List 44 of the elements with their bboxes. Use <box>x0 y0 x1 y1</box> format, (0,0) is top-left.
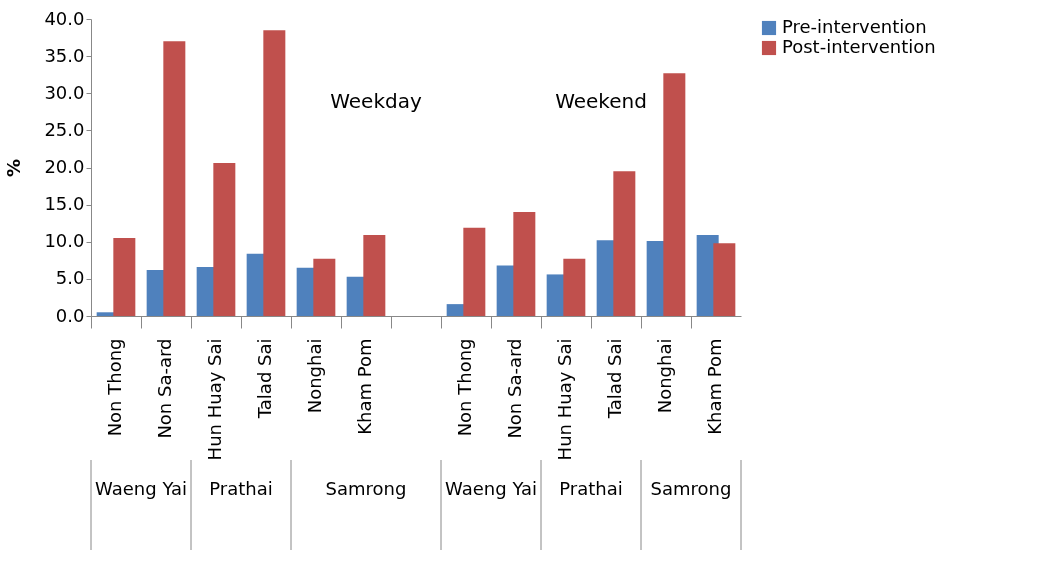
bar <box>663 73 686 316</box>
x-tick-label: Non Thong <box>454 338 475 437</box>
x-tick-label: Nonghai <box>654 338 675 414</box>
text: Waeng Yai <box>445 478 537 499</box>
bar <box>263 30 286 316</box>
legend-label: Post-intervention <box>782 36 936 57</box>
y-tick-label: 10.0 <box>44 230 85 252</box>
y-tick-label: 20.0 <box>44 156 85 177</box>
x-tick-label: Hun Huay Sai <box>554 338 575 461</box>
x-tick-label: Kham Pom <box>354 338 375 435</box>
x-tick-label: Hun Huay Sai <box>204 338 225 461</box>
bar <box>713 243 736 316</box>
bar <box>113 238 136 316</box>
bar <box>163 41 186 316</box>
text: Prathai <box>209 478 273 499</box>
x-tick-label: Talad Sai <box>604 338 625 420</box>
text: Samrong <box>650 478 732 499</box>
bar <box>513 212 536 316</box>
bar <box>363 235 386 316</box>
text: Samrong <box>325 478 407 499</box>
y-axis-title: % <box>3 158 25 178</box>
bar <box>313 258 336 316</box>
bar <box>563 258 586 316</box>
x-tick-label: Kham Pom <box>704 338 725 435</box>
x-tick-label: Nonghai <box>304 338 325 414</box>
y-tick-label: 40.0 <box>44 7 85 29</box>
y-tick-label: 5.0 <box>55 267 85 289</box>
text: Prathai <box>559 478 623 499</box>
x-tick-label: Non Thong <box>104 338 125 437</box>
x-tick-label: Non Sa-ard <box>154 338 175 439</box>
bar <box>213 163 236 316</box>
text: Waeng Yai <box>95 478 187 499</box>
y-tick-label: 0.0 <box>55 304 85 326</box>
y-tick-label: 15.0 <box>44 193 85 215</box>
annotation: Weekday <box>330 89 422 114</box>
bar <box>613 171 636 316</box>
bar <box>463 227 486 316</box>
y-tick-label: 25.0 <box>44 118 85 140</box>
annotation: Weekend <box>555 89 647 114</box>
legend-label: Pre-intervention <box>782 16 927 37</box>
y-tick-label: 35.0 <box>44 44 85 66</box>
x-tick-label: Non Sa-ard <box>504 338 525 439</box>
y-tick-label: 30.0 <box>44 81 85 103</box>
x-tick-label: Talad Sai <box>254 338 275 420</box>
